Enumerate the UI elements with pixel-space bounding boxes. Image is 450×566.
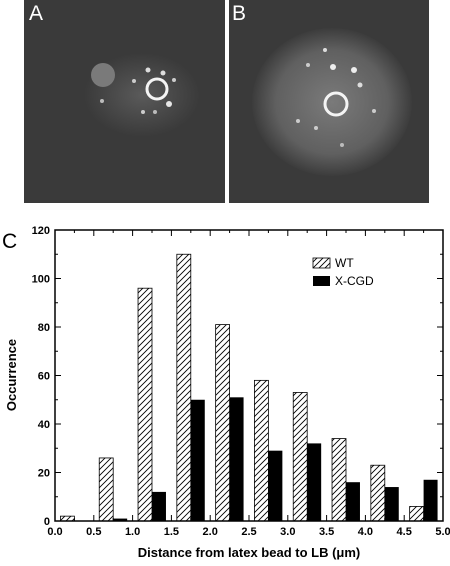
legend-swatch-wt: [312, 257, 331, 269]
y-tick-label: 120: [32, 225, 50, 237]
x-tick-label: 0.0: [47, 526, 62, 538]
ticks-layer: 0.0 0.5 1.0 1.5 2.0 2.5 3.0 3.5 4.0 4.5 5.0 0 20 40 60…: [32, 225, 450, 538]
bar-wt: [409, 506, 424, 522]
bar-xcgd: [384, 487, 399, 521]
y-axis-title: Occurrence: [4, 339, 19, 411]
bar-wt: [137, 287, 153, 522]
x-tick-label: 2.5: [241, 526, 256, 538]
bar-wt: [176, 253, 192, 522]
panel-label-a: A: [29, 2, 44, 25]
bar-xcgd: [113, 518, 128, 521]
bars-layer: [60, 253, 438, 522]
micrograph-panel-b: B: [229, 0, 429, 203]
x-tick-label: 1.5: [164, 526, 179, 538]
bar-wt: [370, 464, 386, 522]
bar-wt: [98, 457, 114, 522]
y-tick-label: 40: [38, 419, 50, 431]
bar-xcgd: [423, 479, 438, 521]
histogram-chart: C 0.0 0.5 1.0 1.5 2.0 2.5 3.0 3.5 4.0 4.5 5.0 0 20 40…: [2, 225, 450, 560]
legend-label-wt: WT: [335, 256, 354, 270]
panel-label-b: B: [232, 2, 247, 25]
bar-wt: [292, 392, 308, 522]
micrograph-panel-a: A: [24, 0, 225, 203]
bar-xcgd: [346, 482, 360, 521]
y-tick-label: 0: [44, 516, 50, 528]
y-tick-label: 60: [38, 371, 50, 383]
panel-label-c: C: [2, 230, 17, 253]
legend-swatch-xcgd: [313, 276, 330, 286]
y-tick-label: 100: [32, 274, 50, 286]
x-tick-label: 4.5: [397, 526, 412, 538]
bar-wt: [215, 324, 231, 522]
x-tick-label: 3.5: [319, 526, 334, 538]
legend: WT X-CGD: [312, 256, 374, 288]
x-tick-label: 5.0: [435, 526, 450, 538]
x-axis-title: Distance from latex bead to LB (μm): [138, 545, 361, 560]
x-tick-label: 3.0: [280, 526, 295, 538]
micrograph-a-image: [24, 0, 225, 203]
bar-wt: [331, 438, 347, 522]
y-tick-label: 80: [38, 322, 50, 334]
bar-xcgd: [307, 443, 322, 521]
x-tick-label: 0.5: [86, 526, 101, 538]
legend-label-xcgd: X-CGD: [335, 274, 374, 288]
x-tick-label: 4.0: [358, 526, 373, 538]
bar-xcgd: [152, 491, 166, 521]
bar-xcgd: [229, 397, 244, 521]
bar-xcgd: [268, 450, 283, 521]
bar-wt: [254, 379, 269, 522]
x-tick-label: 2.0: [203, 526, 218, 538]
y-tick-label: 20: [38, 468, 50, 480]
x-tick-label: 1.0: [125, 526, 140, 538]
bar-xcgd: [190, 399, 205, 521]
micrograph-b-image: [229, 0, 429, 203]
